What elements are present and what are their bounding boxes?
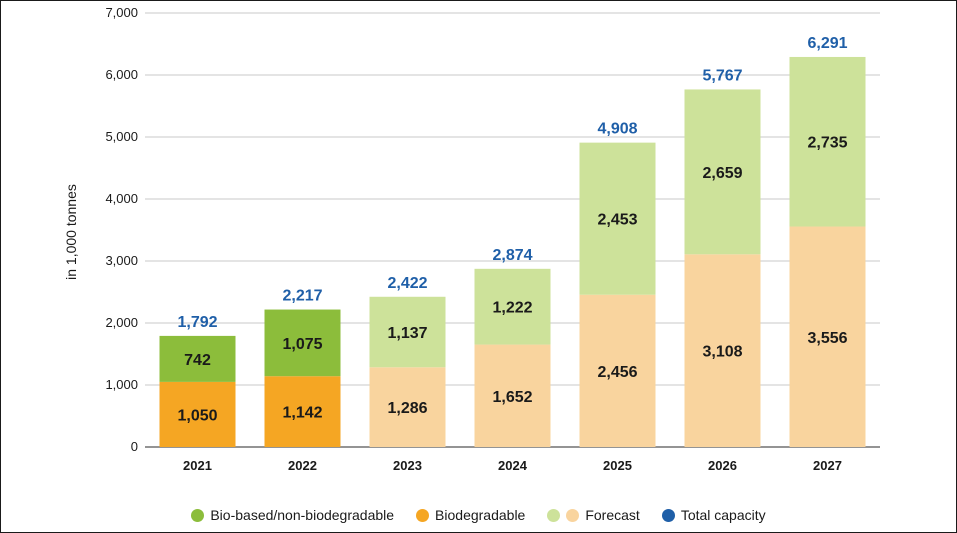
total-label: 4,908 [597, 121, 637, 138]
y-tick-label: 0 [131, 439, 138, 454]
total-label: 1,792 [177, 314, 217, 331]
legend-item: Bio-based/non-biodegradable [191, 507, 394, 523]
bar-segment [789, 56, 866, 227]
x-tick-label: 2021 [183, 458, 212, 473]
total-label: 2,874 [492, 247, 532, 264]
bar-segment [264, 376, 341, 447]
data-label: 1,142 [282, 405, 322, 422]
data-label: 742 [184, 352, 211, 369]
data-label: 1,222 [492, 300, 532, 317]
legend-item: Forecast [547, 507, 640, 523]
legend-item: Biodegradable [416, 507, 525, 523]
legend-swatch [661, 508, 675, 522]
legend-label: Biodegradable [435, 507, 526, 523]
bar-segment [684, 254, 761, 447]
y-tick-label: 3,000 [105, 253, 138, 268]
legend-label: Forecast [585, 507, 640, 523]
y-axis: 0 1,000 2,000 3,000 4,000 5,000 6,000 7,000 [105, 5, 138, 454]
x-axis: 2021 2022 2023 2024 2025 2026 2027 [183, 458, 842, 473]
legend-item: Total capacity [661, 507, 766, 523]
data-label: 3,108 [702, 344, 742, 361]
legend-swatch [191, 508, 205, 522]
data-label: 2,735 [807, 135, 847, 152]
x-tick-label: 2023 [393, 458, 422, 473]
bar-segment [474, 268, 551, 345]
legend: Bio-based/non-biodegradable Biodegradable… [0, 503, 957, 527]
bar-segment [369, 296, 446, 368]
bar-segment [684, 89, 761, 255]
x-tick-label: 2026 [708, 458, 737, 473]
y-tick-label: 7,000 [105, 5, 138, 20]
data-label: 1,286 [387, 400, 427, 417]
bar-segment [474, 344, 551, 447]
total-label: 5,767 [702, 67, 742, 84]
bar-segment [264, 309, 341, 377]
legend-label: Bio-based/non-biodegradable [210, 507, 395, 523]
total-label: 6,291 [807, 35, 847, 52]
y-tick-label: 2,000 [105, 315, 138, 330]
data-label: 2,659 [702, 165, 742, 182]
data-label: 1,075 [282, 336, 322, 353]
data-label: 1,050 [177, 407, 217, 424]
bar-segment [159, 381, 236, 447]
y-tick-label: 4,000 [105, 191, 138, 206]
legend-swatch [566, 508, 580, 522]
x-tick-label: 2027 [813, 458, 842, 473]
legend-swatch [416, 508, 430, 522]
data-label: 3,556 [807, 330, 847, 347]
x-tick-label: 2022 [288, 458, 317, 473]
data-label: 1,652 [492, 389, 532, 406]
y-tick-label: 5,000 [105, 129, 138, 144]
total-label: 2,422 [387, 275, 427, 292]
bar-segment [369, 367, 446, 447]
bar-segment [789, 226, 866, 447]
data-label: 2,456 [597, 364, 637, 381]
bars: 1,050 742 1,792 1,142 1,075 2,217 1,286 1,137 2,… [159, 35, 866, 447]
total-label: 2,217 [282, 288, 322, 305]
x-tick-label: 2024 [498, 458, 528, 473]
x-tick-label: 2025 [603, 458, 632, 473]
data-label: 1,137 [387, 325, 427, 342]
data-label: 2,453 [597, 212, 637, 229]
y-tick-label: 6,000 [105, 67, 138, 82]
bar-segment [579, 142, 656, 295]
legend-label: Total capacity [680, 507, 766, 523]
y-axis-label: in 1,000 tonnes [63, 184, 79, 280]
bar-segment [159, 335, 236, 382]
bar-segment [579, 294, 656, 447]
legend-swatch [547, 508, 561, 522]
y-tick-label: 1,000 [105, 377, 138, 392]
